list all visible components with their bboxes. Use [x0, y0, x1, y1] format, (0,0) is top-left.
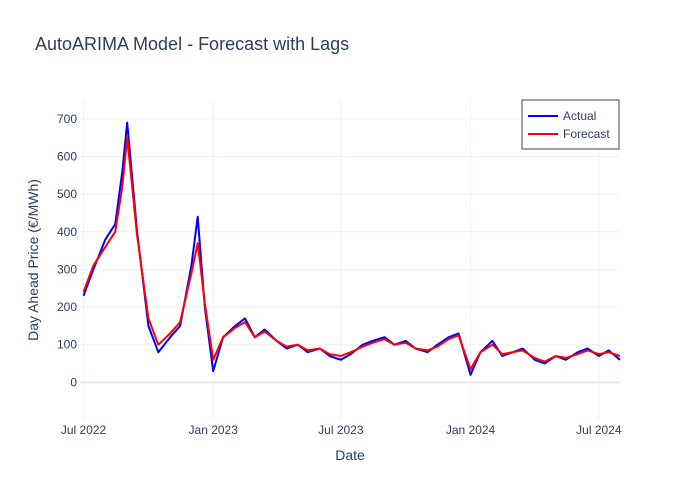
- legend-label-forecast: Forecast: [563, 127, 610, 141]
- y-tick-label: 400: [57, 225, 77, 239]
- y-tick-labels: 0 100 200 300 400 500 600 700: [57, 112, 77, 390]
- grid: [80, 100, 620, 420]
- chart-title: AutoARIMA Model - Forecast with Lags: [35, 34, 349, 54]
- x-tick-label: Jan 2023: [189, 423, 239, 437]
- legend: Actual Forecast: [521, 99, 620, 150]
- legend-label-actual: Actual: [563, 109, 596, 123]
- x-tick-label: Jul 2023: [318, 423, 364, 437]
- legend-box: [521, 99, 620, 150]
- y-tick-label: 200: [57, 300, 77, 314]
- plot-area: [82, 121, 621, 376]
- y-tick-label: 600: [57, 149, 77, 163]
- y-axis-title: Day Ahead Price (€/MWh): [25, 179, 41, 341]
- y-tick-label: 100: [57, 338, 77, 352]
- x-axis-title: Date: [335, 447, 365, 463]
- y-tick-label: 300: [57, 262, 77, 276]
- y-tick-label: 0: [70, 375, 77, 389]
- x-tick-label: Jan 2024: [446, 423, 496, 437]
- series-line-forecast: [82, 136, 621, 371]
- y-tick-label: 700: [57, 112, 77, 126]
- x-tick-labels: Jul 2022 Jan 2023 Jul 2023 Jan 2024 Jul 2024: [61, 423, 622, 437]
- x-tick-label: Jul 2022: [61, 423, 107, 437]
- y-tick-label: 500: [57, 187, 77, 201]
- x-tick-label: Jul 2024: [576, 423, 622, 437]
